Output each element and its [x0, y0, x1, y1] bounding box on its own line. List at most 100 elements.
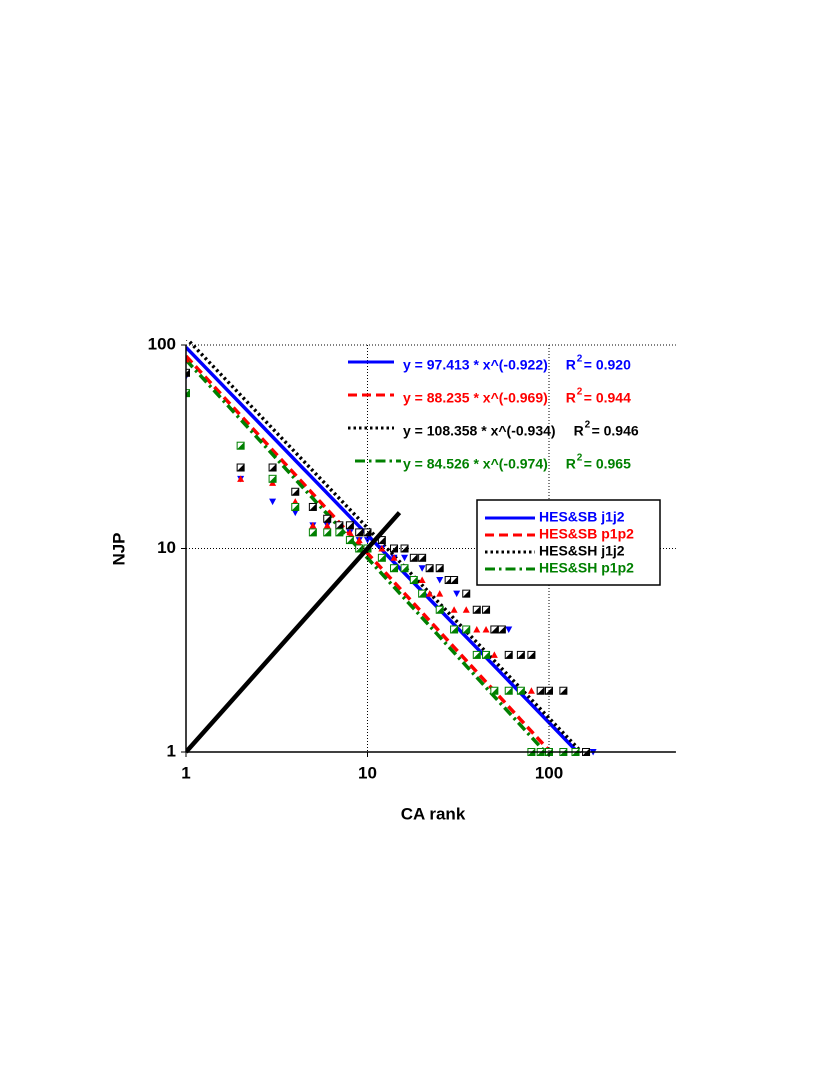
marker	[323, 528, 332, 537]
marker	[268, 474, 277, 483]
marker	[462, 625, 471, 634]
marker	[516, 686, 525, 695]
marker	[482, 625, 490, 633]
marker-half	[323, 515, 331, 523]
marker	[335, 521, 344, 530]
x-tick-label: 10	[358, 763, 377, 782]
marker	[236, 441, 245, 450]
marker	[400, 564, 409, 573]
r2-sup: 2	[585, 420, 591, 431]
marker-half	[346, 536, 354, 544]
marker	[390, 554, 398, 561]
marker-half	[505, 687, 513, 695]
marker-half	[237, 442, 245, 450]
marker-half	[426, 564, 434, 572]
marker	[450, 625, 459, 634]
legend-label: HES&SH p1p2	[539, 560, 634, 576]
plot-area	[186, 340, 597, 756]
marker-half	[309, 503, 317, 511]
marker-half	[410, 576, 418, 584]
r2-value: = 0.965	[584, 456, 631, 472]
legend-label: HES&SB p1p2	[539, 526, 634, 542]
r2-sup: 2	[577, 387, 583, 398]
y-tick-label: 10	[157, 538, 176, 557]
marker	[355, 536, 363, 544]
r2-value: = 0.946	[592, 423, 639, 439]
marker	[505, 626, 513, 633]
x-axis-label: CA rank	[401, 804, 466, 823]
marker-half	[323, 528, 331, 536]
marker	[418, 565, 426, 572]
marker	[308, 528, 317, 537]
marker	[186, 368, 190, 377]
marker-half	[186, 369, 190, 377]
marker	[377, 536, 386, 545]
marker-half	[378, 536, 386, 544]
fit-equation: y = 84.526 * x^(-0.974)	[403, 456, 548, 472]
y-tick-label: 1	[167, 741, 176, 760]
marker-half	[291, 488, 299, 496]
marker	[453, 590, 461, 598]
x-tick-label: 100	[535, 763, 563, 782]
marker	[355, 544, 364, 553]
r2-value: = 0.920	[584, 357, 631, 373]
marker-half	[355, 528, 363, 536]
marker-half	[559, 687, 567, 695]
marker-half	[450, 625, 458, 633]
marker	[355, 528, 364, 537]
marker-half	[390, 564, 398, 572]
marker-half	[537, 687, 545, 695]
marker-half	[462, 625, 470, 633]
marker-half	[186, 389, 190, 397]
marker	[418, 553, 427, 562]
marker	[418, 589, 427, 598]
marker-half	[269, 464, 277, 472]
marker	[490, 625, 499, 634]
marker-half	[418, 554, 426, 562]
marker-half	[517, 687, 525, 695]
marker	[345, 536, 354, 545]
r2-label: R	[566, 456, 576, 472]
marker	[186, 355, 190, 363]
marker-half	[473, 651, 481, 659]
legend-label: HES&SB j1j2	[539, 509, 625, 525]
marker	[516, 650, 525, 659]
marker	[308, 502, 317, 511]
marker	[436, 590, 444, 597]
marker	[504, 686, 513, 695]
marker-half	[401, 564, 409, 572]
marker	[462, 589, 471, 598]
marker	[268, 463, 277, 472]
marker	[291, 502, 300, 511]
marker-half	[410, 554, 418, 562]
r2-sup: 2	[577, 354, 583, 365]
marker-half	[450, 576, 458, 584]
marker	[291, 509, 299, 517]
marker	[425, 564, 434, 573]
marker	[323, 514, 332, 523]
marker	[482, 650, 491, 659]
marker-half	[436, 564, 444, 572]
marker	[472, 605, 481, 614]
marker	[345, 521, 354, 530]
marker-half	[335, 528, 343, 536]
marker-half	[390, 545, 398, 552]
marker	[323, 521, 331, 529]
marker-half	[291, 503, 299, 511]
marker	[559, 686, 568, 695]
marker-half	[498, 625, 506, 633]
marker	[335, 528, 344, 537]
marker-half	[482, 606, 490, 614]
marker-half	[364, 528, 371, 536]
marker	[401, 554, 409, 562]
marker	[482, 605, 491, 614]
marker	[490, 686, 499, 695]
marker-half	[269, 475, 277, 483]
marker-half	[482, 651, 490, 659]
marker-half	[473, 606, 481, 614]
marker	[527, 687, 535, 694]
marker-half	[378, 554, 386, 562]
y-tick-label: 100	[148, 334, 176, 353]
fit-equation: y = 97.413 * x^(-0.922)	[403, 357, 548, 373]
